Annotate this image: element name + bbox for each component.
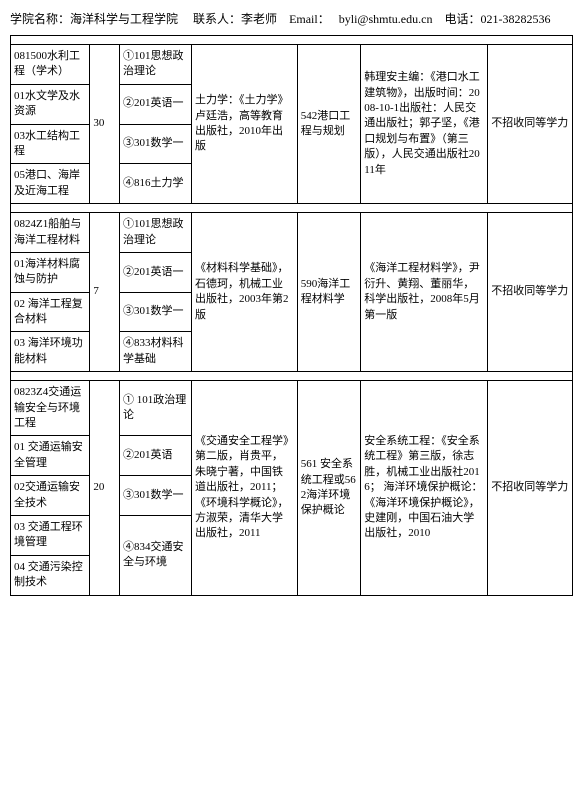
subject-cell: ③301数学一 xyxy=(120,124,192,164)
college-label: 学院名称： xyxy=(10,12,70,26)
specialty-cell: 0823Z4交通运输安全与环境工程 xyxy=(11,381,90,436)
specialty-cell: 04 交通污染控制技术 xyxy=(11,555,90,595)
email-value: byli@shmtu.edu.cn xyxy=(339,12,433,26)
reference2-cell: 安全系统工程：《安全系统工程》第三版，徐志胜，机械工业出版社2016； 海洋环境… xyxy=(361,381,488,595)
subject-cell: ②201英语一 xyxy=(120,252,192,292)
specialty-cell: 03 交通工程环境管理 xyxy=(11,515,90,555)
exam-cell: 561 安全系统工程或562海洋环境保护概论 xyxy=(297,381,361,595)
specialty-cell: 0824Z1船舶与海洋工程材料 xyxy=(11,213,90,253)
subject-cell: ④833材料科学基础 xyxy=(120,332,192,372)
reference2-cell: 《海洋工程材料学》，尹衍升、黄翔、董丽华，科学出版社，2008年5月第一版 xyxy=(361,213,488,372)
reference1-cell: 《交通安全工程学》第二版，肖贵平，朱晓宁著，中国铁道出版社，2011；《环境科学… xyxy=(191,381,297,595)
subject-cell: ④834交通安全与环境 xyxy=(120,515,192,595)
note-cell: 不招收同等学力 xyxy=(488,213,573,372)
page-header: 学院名称：海洋科学与工程学院 联系人：李老师 Email： byli@shmtu… xyxy=(10,10,573,27)
college-name: 海洋科学与工程学院 xyxy=(70,12,178,26)
subject-cell: ②201英语一 xyxy=(120,84,192,124)
quota-cell: 7 xyxy=(90,213,120,372)
specialty-cell: 01海洋材料腐蚀与防护 xyxy=(11,252,90,292)
subject-cell: ③301数学一 xyxy=(120,476,192,516)
specialty-cell: 02 海洋工程复合材料 xyxy=(11,292,90,332)
contact-label: 联系人： xyxy=(193,12,241,26)
subject-cell: ④816土力学 xyxy=(120,164,192,204)
contact-name: 李老师 xyxy=(241,12,277,26)
phone-label: 电话： xyxy=(444,12,480,26)
reference2-cell: 韩理安主编：《港口水工建筑物》，出版时间：2008-10-1出版社：人民交通出版… xyxy=(361,45,488,204)
specialty-cell: 01水文学及水资源 xyxy=(11,84,90,124)
note-cell: 不招收同等学力 xyxy=(488,45,573,204)
table-row: 081500水利工程（学术）30①101思想政治理论土力学：《土力学》卢廷浩，高… xyxy=(11,45,573,85)
subject-cell: ②201英语 xyxy=(120,436,192,476)
group-separator xyxy=(11,372,573,381)
reference1-cell: 《材料科学基础》，石德珂，机械工业出版社，2003年第2版 xyxy=(191,213,297,372)
group-separator xyxy=(11,204,573,213)
quota-cell: 20 xyxy=(90,381,120,595)
note-cell: 不招收同等学力 xyxy=(488,381,573,595)
specialty-cell: 01 交通运输安全管理 xyxy=(11,436,90,476)
subject-cell: ①101思想政治理论 xyxy=(120,45,192,85)
subject-cell: ① 101政治理论 xyxy=(120,381,192,436)
specialty-cell: 081500水利工程（学术） xyxy=(11,45,90,85)
reference1-cell: 土力学：《土力学》卢廷浩，高等教育出版社，2010年出版 xyxy=(191,45,297,204)
exam-cell: 542港口工程与规划 xyxy=(297,45,361,204)
specialty-cell: 02交通运输安全技术 xyxy=(11,476,90,516)
exam-cell: 590海洋工程材料学 xyxy=(297,213,361,372)
group-separator xyxy=(11,36,573,45)
subject-cell: ③301数学一 xyxy=(120,292,192,332)
catalog-table: 081500水利工程（学术）30①101思想政治理论土力学：《土力学》卢廷浩，高… xyxy=(10,35,573,596)
specialty-cell: 05港口、海岸及近海工程 xyxy=(11,164,90,204)
table-row: 0824Z1船舶与海洋工程材料7①101思想政治理论《材料科学基础》，石德珂，机… xyxy=(11,213,573,253)
specialty-cell: 03水工结构工程 xyxy=(11,124,90,164)
table-row: 0823Z4交通运输安全与环境工程20① 101政治理论《交通安全工程学》第二版… xyxy=(11,381,573,436)
specialty-cell: 03 海洋环境功能材料 xyxy=(11,332,90,372)
phone-value: 021-38282536 xyxy=(480,12,550,26)
quota-cell: 30 xyxy=(90,45,120,204)
subject-cell: ①101思想政治理论 xyxy=(120,213,192,253)
email-label: Email： xyxy=(289,12,330,26)
